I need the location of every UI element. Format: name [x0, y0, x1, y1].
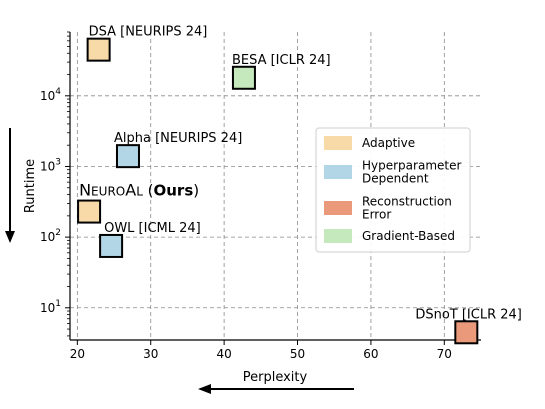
legend-swatch	[324, 136, 352, 150]
x-tick-label: 70	[437, 347, 452, 361]
data-point-neuroal	[77, 199, 102, 224]
x-tick-label: 20	[70, 347, 85, 361]
data-points	[77, 37, 479, 345]
point-label: DSA [NEURIPS 24]	[89, 25, 208, 40]
axes	[69, 32, 481, 341]
point-label: OWL [ICML 24]	[104, 221, 201, 236]
data-point-besa	[231, 65, 256, 90]
legend: Adaptive Hyperparameter Dependent Reconstru…	[315, 127, 471, 253]
legend-label: Hyperparameter Dependent	[362, 159, 461, 186]
point-labels: DSA [NEURIPS 24] BESA [ICLR 24] Alpha [NEU…	[79, 25, 522, 323]
y-axis-label: Runtime	[23, 159, 38, 213]
y-tick-label: 104	[40, 87, 61, 103]
x-arrowhead	[198, 384, 211, 394]
data-point-owl	[99, 233, 124, 258]
legend-swatch	[324, 165, 352, 179]
point-label: DSnoT [ICLR 24]	[415, 307, 522, 322]
x-tick-label: 40	[216, 347, 231, 361]
y-tick-label: 102	[40, 228, 61, 244]
legend-box	[315, 127, 471, 253]
x-axis-label: Perplexity	[243, 370, 308, 385]
y-tick-label: 101	[40, 299, 61, 315]
y-tick-label: 103	[40, 157, 61, 173]
legend-label: Adaptive	[362, 136, 415, 150]
x-tick-label: 30	[143, 347, 158, 361]
legend-swatch	[324, 229, 352, 243]
data-point-dsa	[86, 37, 111, 62]
ticks: 20 30 40 50 60 70 101 102 103 104	[40, 31, 452, 361]
legend-label: Reconstruction Error	[362, 195, 452, 222]
y-arrowhead	[5, 231, 15, 243]
x-tick-label: 50	[290, 347, 305, 361]
legend-swatch	[324, 201, 352, 215]
point-label: Alpha [NEURIPS 24]	[114, 131, 242, 146]
x-tick-label: 60	[363, 347, 378, 361]
data-point-dsnot	[454, 320, 479, 345]
point-label-neuroal: NEUROAL (Ours)	[79, 181, 199, 200]
legend-label: Gradient-Based	[362, 229, 455, 243]
data-point-alpha	[115, 144, 140, 169]
point-label: BESA [ICLR 24]	[232, 53, 331, 68]
